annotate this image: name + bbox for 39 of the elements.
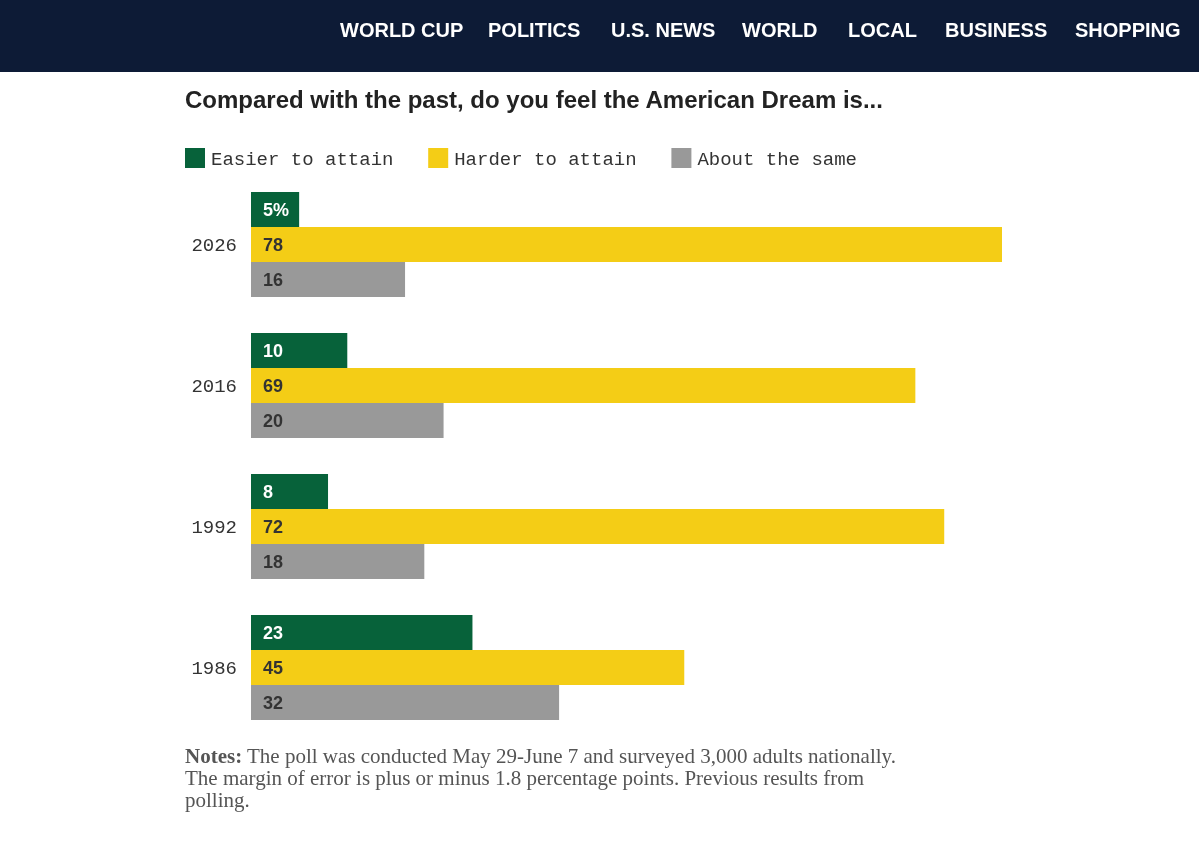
y-tick-label: 1986 [191, 658, 237, 681]
text: LOCAL [848, 19, 917, 41]
legend-label: Easier to attain [211, 148, 394, 171]
y-tick-label: 2026 [191, 235, 237, 258]
text: Notes: The poll was conducted May 29-June 7 and surveyed 3,000 adults nationally. The margin of error is plus or minus 1.8 percentage points. Previous results from polling. [185, 744, 896, 813]
data-label: 10 [263, 340, 284, 361]
bar [251, 333, 348, 368]
bar [251, 544, 425, 579]
text: WORLD CUP [340, 19, 464, 41]
data-label: 5% [263, 199, 290, 220]
bar [251, 685, 560, 720]
bar [251, 262, 406, 297]
data-label: 16 [263, 269, 284, 290]
data-label: 18 [263, 551, 284, 572]
y-tick-label: 1992 [191, 517, 237, 540]
legend-label: About the same [697, 148, 858, 171]
data-label: 78 [263, 234, 284, 255]
data-label: 72 [263, 516, 284, 537]
legend-label: Harder to attain [454, 148, 637, 171]
bar [251, 227, 1002, 262]
bar [251, 474, 329, 509]
data-label: 8 [263, 481, 274, 502]
data-label: 45 [263, 657, 284, 678]
bar [251, 650, 685, 685]
data-label: 20 [263, 410, 284, 431]
text: SHOPPING [1075, 19, 1181, 41]
text: BUSINESS [945, 19, 1048, 41]
data-label: 23 [263, 622, 284, 643]
text: U.S. NEWS [611, 19, 716, 41]
text: WORLD [742, 19, 818, 41]
bar [251, 368, 916, 403]
text: POLITICS [488, 19, 581, 41]
data-label: 32 [263, 692, 284, 713]
bar [251, 615, 473, 650]
chart-title: Compared with the past, do you feel the American Dream is... [185, 86, 883, 114]
bar [251, 509, 945, 544]
y-tick-label: 2016 [191, 376, 237, 399]
bar [251, 403, 444, 438]
data-label: 69 [263, 375, 284, 396]
